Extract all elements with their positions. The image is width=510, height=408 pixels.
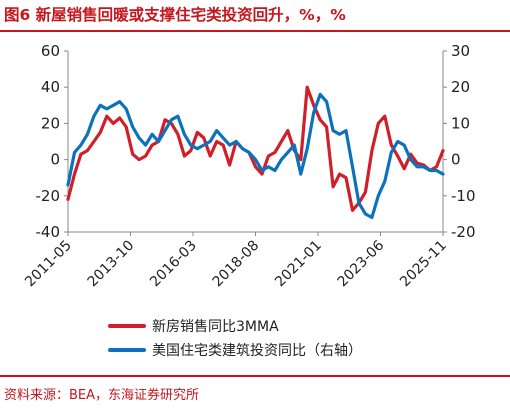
left-y-tick-label: 0 (50, 151, 60, 169)
right-y-tick-label: 30 (451, 42, 470, 60)
left-y-tick-label: -40 (36, 223, 61, 241)
x-tick-label: 2023-06 (335, 237, 388, 290)
right-y-tick-label: 20 (451, 78, 470, 96)
right-y-tick-label: 0 (451, 151, 461, 169)
source-note: 资料来源：BEA，东海证券研究所 (4, 388, 200, 403)
legend-label: 新房销售同比3MMA (152, 319, 279, 335)
legend-item-residential-investment: 美国住宅类建筑投资同比（右轴） (108, 338, 362, 362)
chart-legend: 新房销售同比3MMA 美国住宅类建筑投资同比（右轴） (108, 314, 362, 362)
x-tick-label: 2016-03 (147, 238, 200, 291)
left-y-tick-label: 20 (41, 114, 60, 132)
x-tick-label: 2013-10 (85, 238, 138, 291)
legend-swatch-blue (108, 348, 146, 352)
legend-item-new-home-sales: 新房销售同比3MMA (108, 314, 362, 338)
x-tick-label: 2011-05 (22, 238, 75, 291)
right-y-tick-label: 10 (451, 114, 470, 132)
series-line-new-home-sales (66, 85, 445, 212)
x-tick-label: 2021-01 (272, 238, 325, 291)
left-y-tick-label: -20 (36, 187, 61, 205)
right-y-tick-label: -10 (451, 187, 476, 205)
right-y-tick-label: -20 (451, 223, 476, 241)
line-chart: 60 40 20 0 -20 -40 30 20 10 0 -10 -20 2011-05 2013-10… (22, 42, 476, 291)
left-y-tick-label: 40 (41, 78, 60, 96)
title-divider (0, 30, 510, 32)
legend-swatch-red (108, 324, 146, 328)
x-tick-label: 2025-11 (397, 238, 450, 291)
left-y-tick-label: 60 (41, 42, 60, 60)
footer-divider (0, 375, 510, 377)
legend-label: 美国住宅类建筑投资同比（右轴） (152, 343, 362, 359)
chart-title: 图6 新屋销售回暖或支撑住宅类投资回升，%，% (4, 6, 346, 24)
series-line-residential-investment (66, 92, 445, 220)
x-tick-label: 2018-08 (210, 238, 263, 291)
